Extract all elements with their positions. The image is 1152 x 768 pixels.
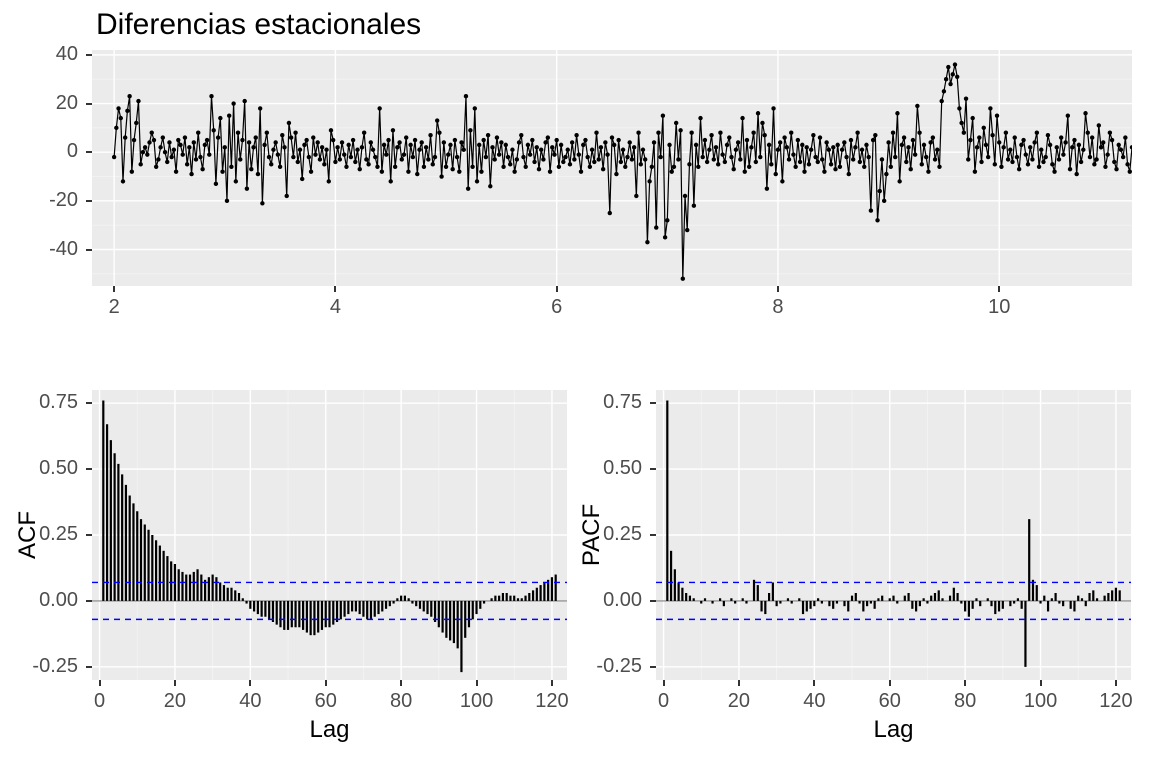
ytick-label: -20 (0, 189, 78, 212)
ytick-label: 0.75 (14, 391, 78, 414)
ytick-label: 20 (0, 92, 78, 115)
xtick-label: 10 (974, 296, 1024, 319)
xtick-label: 100 (452, 690, 502, 713)
pacf-ylabel: PACF (578, 495, 606, 575)
xtick-label: 6 (532, 296, 582, 319)
xtick-label: 20 (150, 690, 200, 713)
xtick-label: 60 (301, 690, 351, 713)
pacf-panel (656, 390, 1131, 680)
xtick-label: 120 (1091, 690, 1141, 713)
ytick-label: -0.25 (14, 655, 78, 678)
ytick-label: 0.50 (14, 457, 78, 480)
xtick-label: 0 (75, 690, 125, 713)
ytick-label: 40 (0, 43, 78, 66)
xtick-label: 80 (940, 690, 990, 713)
pacf-xlabel: Lag (854, 716, 934, 744)
ytick-label: 0.50 (578, 457, 642, 480)
timeseries-panel (92, 50, 1132, 286)
xtick-label: 0 (639, 690, 689, 713)
xtick-label: 2 (89, 296, 139, 319)
ytick-label: 0.00 (578, 589, 642, 612)
acf-xlabel: Lag (290, 716, 370, 744)
xtick-label: 40 (225, 690, 275, 713)
ytick-label: -40 (0, 238, 78, 261)
xtick-label: 100 (1016, 690, 1066, 713)
xtick-label: 120 (527, 690, 577, 713)
acf-panel (92, 390, 567, 680)
ytick-label: -0.25 (578, 655, 642, 678)
chart-title: Diferencias estacionales (96, 8, 421, 42)
xtick-label: 60 (865, 690, 915, 713)
acf-ylabel: ACF (14, 495, 42, 575)
acf-plot (92, 390, 567, 680)
xtick-label: 4 (310, 296, 360, 319)
xtick-label: 80 (376, 690, 426, 713)
xtick-label: 40 (789, 690, 839, 713)
timeseries-plot (92, 50, 1132, 286)
xtick-label: 8 (753, 296, 803, 319)
ytick-label: 0 (0, 140, 78, 163)
pacf-plot (656, 390, 1131, 680)
xtick-label: 20 (714, 690, 764, 713)
ytick-label: 0.00 (14, 589, 78, 612)
ytick-label: 0.75 (578, 391, 642, 414)
